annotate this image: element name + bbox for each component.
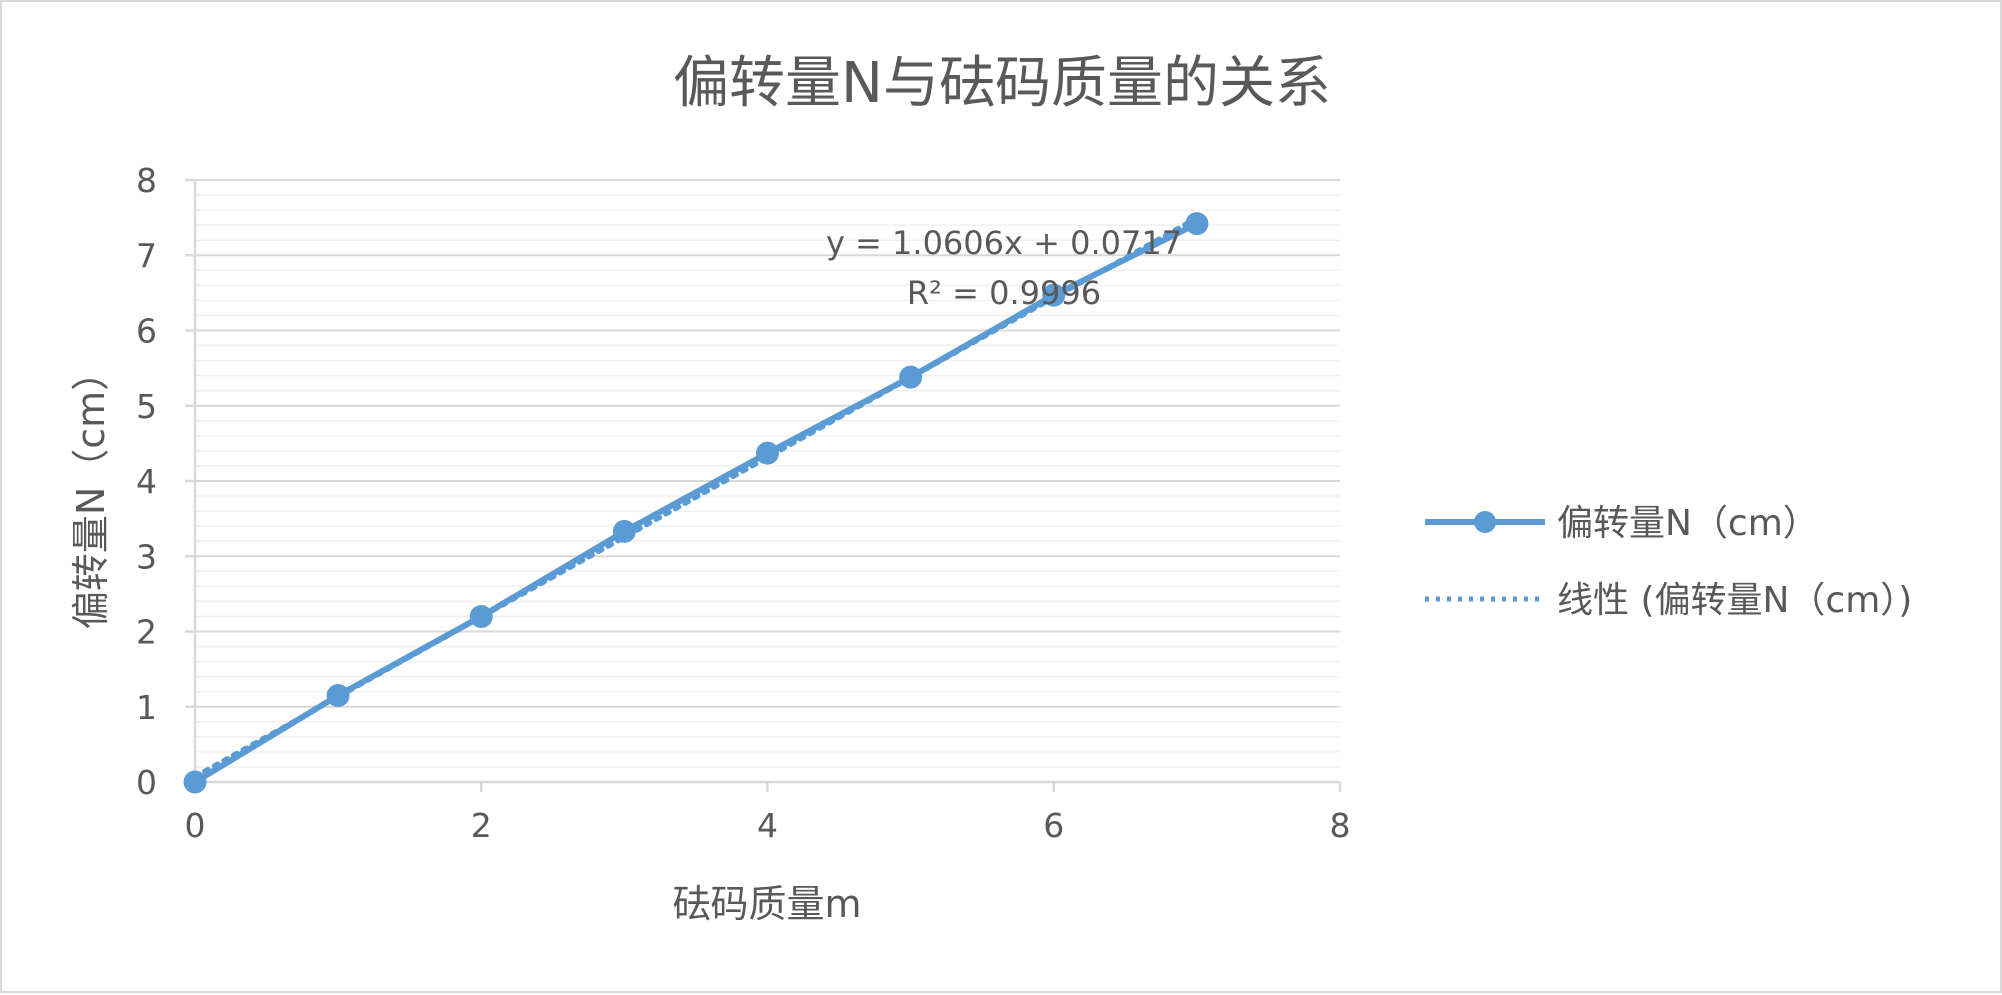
data-point [1042,283,1066,307]
x-tick-label: 4 [757,806,778,845]
legend-series-marker [1474,511,1496,533]
x-tick-label: 8 [1330,806,1351,845]
data-point [612,519,636,543]
data-point [326,683,350,707]
legend-item-series: 偏转量N（cm） [1425,503,1819,544]
data-point [183,770,207,794]
y-tick-label: 4 [136,462,157,501]
tick-labels: 0 2 4 6 8 0 1 2 3 4 5 6 7 8 [136,161,1351,845]
legend: 偏转量N（cm） 线性 (偏转量N（cm）) [1425,503,1912,621]
x-tick-label: 0 [185,806,206,845]
data-point [469,604,493,628]
y-tick-label: 2 [136,613,157,652]
series-line [193,220,1199,785]
legend-item-trendline: 线性 (偏转量N（cm）) [1425,580,1912,621]
y-tick-label: 5 [136,387,157,426]
y-tick-label: 0 [136,763,157,802]
data-series [183,212,1209,794]
x-tick-label: 6 [1043,806,1064,845]
y-tick-label: 8 [136,161,157,200]
trendline-equation: y = 1.0606x + 0.0717 [826,224,1182,262]
y-axis-title: 偏转量N（cm） [69,353,113,629]
y-tick-label: 6 [136,312,157,351]
gridlines [195,179,1340,768]
y-tick-label: 7 [136,236,157,275]
legend-series-label: 偏转量N（cm） [1557,503,1819,544]
data-point [899,365,923,389]
y-tick-label: 1 [136,688,157,727]
chart-title: 偏转量N与砝码质量的关系 [673,51,1331,116]
trendline-r-squared: R² = 0.9996 [907,274,1101,312]
y-tick-label: 3 [136,537,157,576]
legend-trendline-label: 线性 (偏转量N（cm）) [1557,580,1912,621]
axes [185,178,1342,792]
data-point [756,441,779,465]
x-tick-label: 2 [471,806,492,845]
x-axis-title: 砝码质量m [672,882,861,926]
data-point [1185,212,1209,236]
